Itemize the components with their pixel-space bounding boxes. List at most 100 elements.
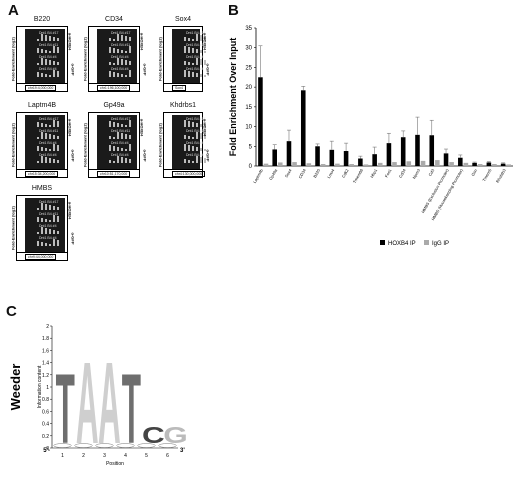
track-lane: Dnt1 B4 #4 bbox=[174, 55, 206, 65]
logo-method-label: Weeder bbox=[8, 364, 23, 411]
signal-peak bbox=[125, 75, 127, 77]
track-lane: Dnt1 B4 #4 bbox=[99, 67, 135, 77]
track-label-hoxb4: α-HOXB4 bbox=[139, 118, 145, 137]
logo-y-tick-label: 0 bbox=[46, 446, 49, 452]
track-coordinate-axis: chr1:196,100,000 bbox=[89, 83, 139, 91]
track-lane: Dnt1 B4 #4 bbox=[99, 141, 135, 151]
signal-peak bbox=[109, 136, 111, 139]
bar-igg bbox=[492, 164, 497, 166]
signal-peak bbox=[57, 47, 59, 53]
track-2: Sox4 Dnt1 B4 #17 Dnt1 B4 #11 Dnt1 B4 #4 Dnt1… bbox=[158, 16, 210, 92]
signal-peak bbox=[57, 71, 59, 77]
signal-peak bbox=[125, 158, 127, 163]
signal-peak bbox=[121, 35, 123, 41]
bar-hoxb4 bbox=[372, 154, 377, 166]
signal-peak bbox=[200, 124, 202, 127]
logo-letter: T bbox=[56, 353, 75, 465]
x-tick-label: Gsn bbox=[470, 168, 478, 177]
bar-igg bbox=[335, 163, 340, 166]
panel-label-c: C bbox=[6, 303, 17, 320]
signal-peak bbox=[204, 75, 206, 77]
bar-igg bbox=[477, 164, 483, 166]
signal-peak bbox=[49, 229, 51, 234]
x-tick-label: Lmo4 bbox=[326, 167, 336, 179]
signal-peak bbox=[192, 39, 194, 41]
track-title: Laptm4B bbox=[27, 102, 57, 109]
signal-peak bbox=[37, 39, 39, 41]
x-tick-label: Gp49a bbox=[268, 167, 279, 181]
logo-y-tick-label: 2 bbox=[46, 324, 49, 330]
track-lane: Dnt1 B4 #17 bbox=[27, 31, 63, 41]
logo-x-tick-label: 1 bbox=[61, 453, 64, 459]
signal-peak bbox=[113, 146, 115, 151]
bar-igg bbox=[306, 163, 312, 166]
logo-3prime: 3' bbox=[180, 448, 185, 454]
signal-peak bbox=[109, 160, 111, 163]
logo-y-tick-label: 1.8 bbox=[42, 336, 49, 342]
signal-peak bbox=[129, 70, 131, 77]
signal-peak bbox=[57, 231, 59, 234]
track-lane: Dnt1 B4 #4 bbox=[27, 55, 63, 65]
track-ylabel: Fold-Enrichment (log2) bbox=[82, 123, 88, 167]
signal-peak bbox=[125, 149, 127, 151]
lane-label: Dnt1 B4 #4 bbox=[39, 67, 57, 71]
signal-peak bbox=[41, 73, 43, 77]
lane-label: Dnt1 B4 #11 bbox=[111, 43, 131, 47]
signal-peak bbox=[37, 217, 39, 222]
signal-peak bbox=[113, 137, 115, 139]
track-lane: Dnt1 B4 #4 bbox=[27, 153, 63, 163]
track-lane: Dnt1 B4 #17 bbox=[27, 200, 63, 210]
logo-y-tick-label: 1.6 bbox=[42, 348, 49, 354]
track-title: Sox4 bbox=[175, 16, 191, 23]
track-lane: Dnt1 B4 #17 bbox=[27, 117, 63, 127]
track-label-gfp: α-GFP bbox=[70, 232, 76, 245]
signal-peak bbox=[37, 137, 39, 139]
signal-peak bbox=[45, 148, 47, 151]
signal-peak bbox=[49, 134, 51, 139]
lane-label: Dnt1 B4 #17 bbox=[186, 31, 206, 35]
track-label-gfp: α-GFP bbox=[70, 63, 76, 76]
logo-5prime: 5'- bbox=[43, 448, 50, 454]
signal-peak bbox=[45, 133, 47, 139]
signal-peak bbox=[45, 204, 47, 210]
bar-igg bbox=[292, 162, 297, 166]
x-tick-label: Fos1 bbox=[384, 167, 393, 178]
signal-peak bbox=[45, 35, 47, 41]
signal-peak bbox=[57, 216, 59, 222]
bar-hoxb4 bbox=[315, 146, 320, 166]
bar-hoxb4 bbox=[300, 90, 306, 166]
logo-y-tick-label: 0.6 bbox=[42, 409, 49, 415]
bar-hoxb4 bbox=[272, 149, 277, 166]
signal-peak bbox=[57, 160, 59, 163]
signal-peak bbox=[192, 161, 194, 163]
signal-peak bbox=[129, 144, 131, 151]
track-title: CD34 bbox=[105, 16, 123, 23]
track-coordinate: Sox4 bbox=[172, 85, 186, 91]
legend-swatch-igg bbox=[424, 240, 429, 245]
signal-peak bbox=[37, 241, 39, 246]
signal-peak bbox=[53, 70, 55, 77]
track-lane: Dnt1 B4 #11 bbox=[27, 129, 63, 139]
x-tick-label: Sox4 bbox=[284, 167, 293, 178]
signal-peak bbox=[184, 144, 186, 151]
logo-y-tick-label: 0.2 bbox=[42, 434, 49, 440]
track-coordinate: chr19:4,000,000 bbox=[25, 85, 57, 91]
track-coordinate: chr1:196,100,000 bbox=[97, 85, 131, 91]
y-tick-label: 35 bbox=[245, 26, 252, 32]
y-tick-label: 25 bbox=[245, 65, 252, 71]
signal-peak bbox=[200, 133, 202, 139]
signal-peak bbox=[184, 46, 186, 53]
lane-label: Dnt1 B4 #4 bbox=[39, 141, 57, 145]
x-tick-label: Tmem5 bbox=[481, 167, 492, 182]
track-lane: Dnt1 B4 #17 bbox=[99, 31, 135, 41]
legend-label-hoxb4: HOXB4 IP bbox=[388, 241, 416, 247]
signal-peak bbox=[117, 58, 119, 65]
signal-peak bbox=[113, 39, 115, 41]
signal-peak bbox=[113, 48, 115, 53]
track-lane: Dnt1 B4 #17 bbox=[174, 117, 206, 127]
bar-hoxb4 bbox=[415, 134, 420, 166]
signal-peak bbox=[200, 148, 202, 151]
signal-peak bbox=[49, 75, 51, 77]
signal-peak bbox=[57, 136, 59, 139]
track-label-gfp: α-GFP bbox=[142, 149, 148, 162]
